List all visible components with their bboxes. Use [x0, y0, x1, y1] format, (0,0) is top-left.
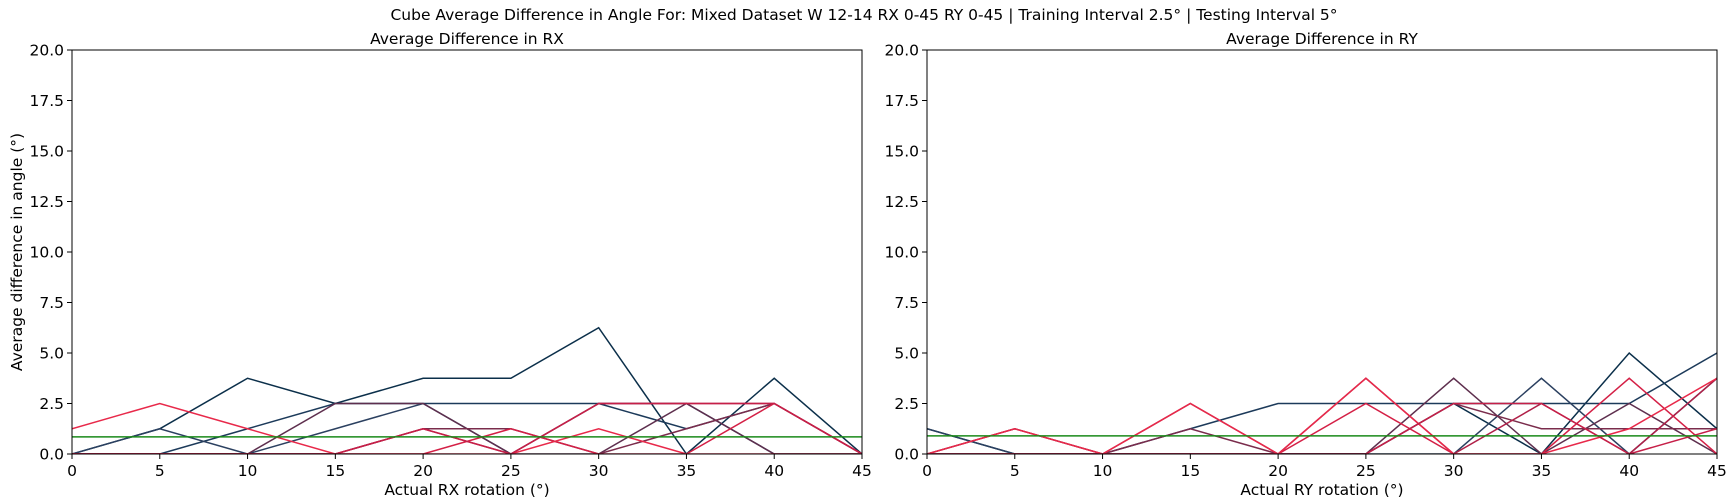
y-tick-label: 7.5	[39, 294, 64, 312]
y-tick-label: 10.0	[29, 244, 64, 262]
y-tick-label: 0.0	[39, 446, 64, 464]
chart-title: Average Difference in RX	[370, 30, 564, 48]
y-tick-label: 5.0	[39, 345, 64, 363]
y-tick-label: 20.0	[884, 42, 919, 60]
x-tick-label: 30	[589, 462, 609, 480]
series-line-8	[72, 402, 862, 454]
x-tick-label: 35	[1532, 462, 1552, 480]
series-line-0	[72, 326, 862, 454]
series-line-6	[927, 377, 1717, 454]
x-tick-label: 5	[155, 462, 165, 480]
series-line-7	[72, 402, 862, 454]
y-tick-label: 15.0	[29, 143, 64, 161]
y-tick-label: 5.0	[894, 345, 919, 363]
y-tick-label: 12.5	[29, 193, 64, 211]
series-line-8	[927, 402, 1717, 454]
x-tick-label: 0	[67, 462, 77, 480]
x-tick-label: 40	[1619, 462, 1639, 480]
x-tick-label: 5	[1010, 462, 1020, 480]
x-tick-label: 10	[1093, 462, 1113, 480]
plot-frame	[71, 49, 863, 455]
plot-frame	[926, 49, 1718, 455]
y-tick-label: 0.0	[894, 446, 919, 464]
x-axis-label: Actual RX rotation (°)	[384, 481, 549, 499]
y-tick-label: 2.5	[39, 395, 64, 413]
x-tick-label: 25	[1356, 462, 1376, 480]
series-line-7	[927, 377, 1717, 454]
y-tick-label: 15.0	[884, 143, 919, 161]
chart-title: Average Difference in RY	[1226, 30, 1418, 48]
x-axis-label: Actual RY rotation (°)	[1240, 481, 1403, 499]
series-group	[927, 351, 1717, 454]
series-group	[72, 326, 862, 454]
figure-title: Cube Average Difference in Angle For: Mi…	[390, 6, 1338, 24]
y-axis-label: Average difference in angle (°)	[8, 133, 26, 371]
x-tick-label: 30	[1444, 462, 1464, 480]
x-tick-label: 15	[1180, 462, 1200, 480]
y-tick-label: 2.5	[894, 395, 919, 413]
y-tick-label: 20.0	[29, 42, 64, 60]
series-line-4	[72, 402, 862, 454]
chart-panel-1: 0 5 10 15 20 25 30 35 40 45 0.0 2.5 5.0 7.5 10.0 12.5 15…	[884, 30, 1726, 499]
x-tick-label: 40	[764, 462, 784, 480]
x-tick-label: 35	[677, 462, 697, 480]
x-tick-label: 45	[852, 462, 872, 480]
x-tick-label: 20	[1268, 462, 1288, 480]
y-tick-label: 17.5	[884, 92, 919, 110]
y-tick-label: 12.5	[884, 193, 919, 211]
chart-panel-0: 0 5 10 15 20 25 30 35 40 45 0.0 2.5 5.0 7.5 10.0 12.5 15…	[8, 30, 872, 499]
y-tick-label: 17.5	[29, 92, 64, 110]
x-tick-label: 25	[501, 462, 521, 480]
x-tick-label: 20	[413, 462, 433, 480]
y-tick-label: 10.0	[884, 244, 919, 262]
x-tick-label: 15	[325, 462, 345, 480]
series-line-1	[927, 352, 1717, 454]
x-tick-label: 45	[1707, 462, 1727, 480]
y-tick-label: 7.5	[894, 294, 919, 312]
x-tick-label: 10	[238, 462, 258, 480]
x-tick-label: 0	[922, 462, 932, 480]
